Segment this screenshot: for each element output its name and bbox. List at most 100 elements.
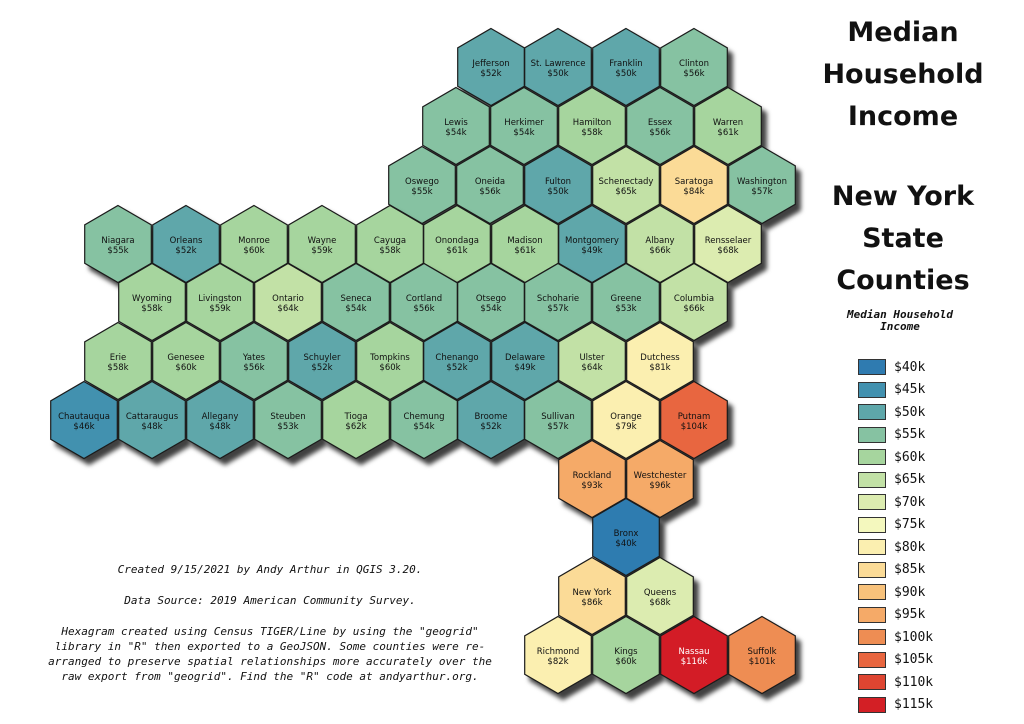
county-hex-shape	[728, 145, 796, 225]
county-hex-shape	[626, 86, 694, 166]
legend-swatch	[858, 426, 886, 443]
county-name: Bronx	[614, 529, 639, 539]
county-income: $82k	[547, 657, 568, 667]
legend-label: $60k	[894, 449, 926, 465]
county-hex-tioga: Tioga$62k	[322, 380, 390, 460]
county-hex-shape	[558, 86, 626, 166]
county-income: $48k	[209, 422, 230, 432]
county-hex-shape	[118, 262, 186, 342]
county-name: Oneida	[475, 177, 505, 187]
county-hex-essex: Essex$56k	[626, 86, 694, 166]
county-name: Dutchess	[640, 353, 680, 363]
county-name: St. Lawrence	[531, 59, 586, 69]
county-name: Washington	[737, 177, 787, 187]
county-hex-clinton: Clinton$56k	[660, 27, 728, 107]
legend-swatch	[858, 696, 886, 713]
legend-item: $75k	[858, 514, 933, 537]
county-income: $96k	[649, 481, 670, 491]
county-income: $40k	[615, 539, 636, 549]
legend-swatch	[858, 359, 886, 376]
legend-item: $40k	[858, 356, 933, 379]
county-hex-schenectady: Schenectady$65k	[592, 145, 660, 225]
county-name: Essex	[648, 118, 672, 128]
legend-swatch	[858, 449, 886, 466]
county-hex-shape	[660, 615, 728, 695]
county-hex-wayne: Wayne$59k	[288, 204, 356, 284]
county-income: $61k	[717, 128, 738, 138]
county-hex-westchester: Westchester$96k	[626, 439, 694, 519]
county-income: $53k	[277, 422, 298, 432]
legend-swatch	[858, 471, 886, 488]
legend-item: $100k	[858, 626, 933, 649]
county-hex-shape	[288, 321, 356, 401]
county-income: $49k	[514, 363, 535, 373]
county-hex-monroe: Monroe$60k	[220, 204, 288, 284]
county-income: $55k	[107, 246, 128, 256]
county-hex-shape	[592, 27, 660, 107]
county-hex-shape	[490, 86, 558, 166]
county-hex-shape	[558, 556, 626, 636]
county-income: $53k	[615, 304, 636, 314]
legend-item: $115k	[858, 694, 933, 717]
county-income: $55k	[411, 187, 432, 197]
county-name: Seneca	[340, 294, 371, 304]
legend-label: $50k	[894, 404, 926, 420]
county-name: Onondaga	[435, 236, 479, 246]
credit-source: Data Source: 2019 American Community Sur…	[124, 594, 416, 607]
county-name: Putnam	[678, 412, 711, 422]
county-income: $65k	[615, 187, 636, 197]
county-hex-shape	[524, 145, 592, 225]
county-income: $116k	[681, 657, 708, 667]
county-income: $66k	[683, 304, 704, 314]
county-hex-shape	[524, 380, 592, 460]
county-income: $52k	[311, 363, 332, 373]
legend-item: $95k	[858, 604, 933, 627]
county-name: Chautauqua	[58, 412, 110, 422]
county-name: Queens	[644, 588, 677, 598]
county-name: Wyoming	[132, 294, 172, 304]
legend-swatch	[858, 494, 886, 511]
county-income: $64k	[277, 304, 298, 314]
county-hex-shape	[626, 204, 694, 284]
county-income: $59k	[311, 246, 332, 256]
county-name: Rockland	[573, 471, 612, 481]
county-hex-delaware: Delaware$49k	[491, 321, 559, 401]
county-hex-shape	[558, 204, 626, 284]
map-title: Median Household Income	[822, 17, 984, 132]
county-hex-shape	[186, 262, 254, 342]
county-name: Montgomery	[565, 236, 619, 246]
county-name: Nassau	[678, 647, 709, 657]
county-hex-shape	[660, 145, 728, 225]
legend-swatch	[858, 404, 886, 421]
county-income: $84k	[683, 187, 704, 197]
county-hex-shape	[186, 380, 254, 460]
county-hex-ontario: Ontario$64k	[254, 262, 322, 342]
legend-label: $65k	[894, 472, 926, 488]
county-name: Saratoga	[675, 177, 713, 187]
legend-label: $80k	[894, 539, 926, 555]
county-income: $52k	[446, 363, 467, 373]
county-name: Westchester	[634, 471, 687, 481]
county-hex-shape	[592, 262, 660, 342]
county-hex-shape	[50, 380, 118, 460]
county-hex-orange: Orange$79k	[592, 380, 660, 460]
county-hex-shape	[84, 204, 152, 284]
legend-swatch	[858, 381, 886, 398]
county-hex-jefferson: Jefferson$52k	[457, 27, 525, 107]
county-hex-chenango: Chenango$52k	[423, 321, 491, 401]
county-hex-bronx: Bronx$40k	[592, 497, 660, 577]
county-hex-yates: Yates$56k	[220, 321, 288, 401]
county-hex-hamilton: Hamilton$58k	[558, 86, 626, 166]
county-income: $54k	[445, 128, 466, 138]
county-name: Yates	[242, 353, 266, 363]
county-hex-shape	[660, 27, 728, 107]
county-name: Cattaraugus	[126, 412, 179, 422]
county-hex-shape	[592, 497, 660, 577]
county-name: Chenango	[435, 353, 478, 363]
county-hex-wyoming: Wyoming$58k	[118, 262, 186, 342]
county-hex-shape	[626, 321, 694, 401]
county-hex-schuyler: Schuyler$52k	[288, 321, 356, 401]
county-income: $57k	[751, 187, 772, 197]
county-income: $68k	[649, 598, 670, 608]
